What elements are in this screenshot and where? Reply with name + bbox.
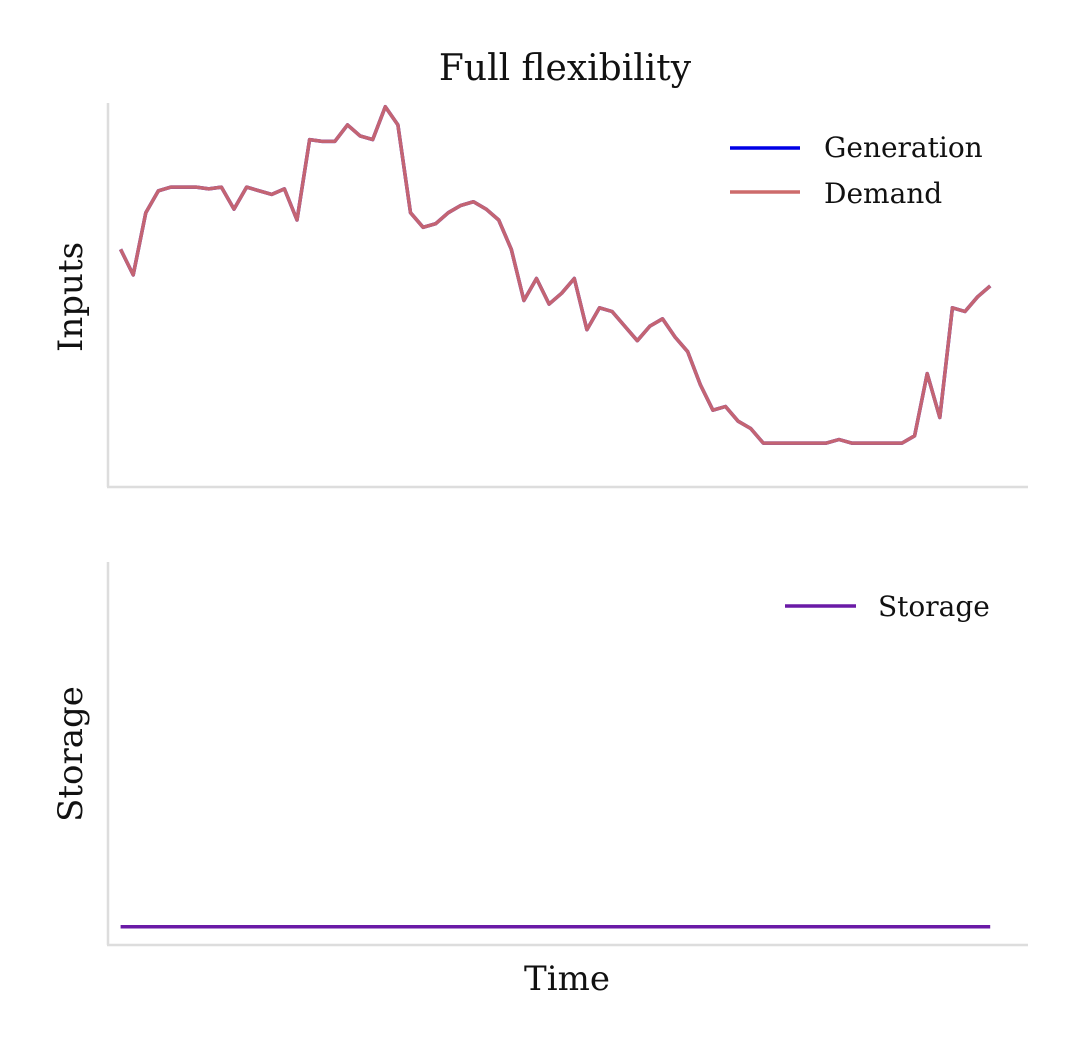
storage-legend: Storage [785,590,990,623]
series-line-demand [119,104,992,445]
legend-label-generation: Generation [824,131,983,164]
legend-label-storage: Storage [878,590,990,623]
storage-panel: Storage Storage Time [51,562,1028,999]
inputs-y-label: Inputs [51,242,91,352]
chart-title: Full flexibility [439,48,692,89]
x-axis-label: Time [524,959,610,999]
storage-y-label: Storage [51,686,91,822]
inputs-panel: Inputs Generation Demand [51,103,1028,489]
legend-label-demand: Demand [824,177,942,210]
inputs-legend: Generation Demand [730,131,983,210]
inputs-series-layer [119,104,992,445]
